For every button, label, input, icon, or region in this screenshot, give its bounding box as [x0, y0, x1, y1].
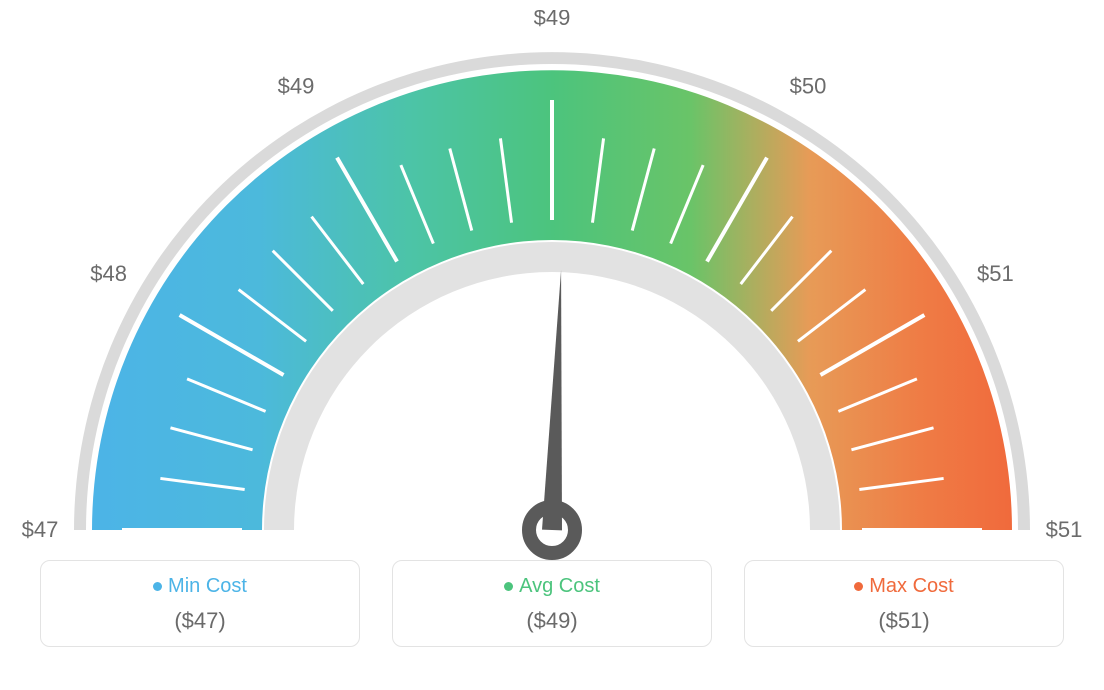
svg-text:$51: $51 [1046, 517, 1083, 542]
legend-label: Min Cost [168, 575, 247, 597]
dot-icon [153, 582, 162, 591]
svg-text:$49: $49 [278, 74, 315, 99]
svg-text:$51: $51 [977, 261, 1014, 286]
legend-card-max: Max Cost ($51) [744, 560, 1064, 647]
legend-card-avg: Avg Cost ($49) [392, 560, 712, 647]
legend-label: Max Cost [869, 575, 953, 597]
legend-label: Avg Cost [519, 575, 600, 597]
gauge-container: $47 $48 $49 $49 $50 $51 $51 [0, 0, 1104, 560]
legend-card-min: Min Cost ($47) [40, 560, 360, 647]
gauge-chart: $47 $48 $49 $49 $50 $51 $51 [0, 10, 1104, 570]
legend-title-max: Max Cost [755, 575, 1053, 598]
legend-title-avg: Avg Cost [403, 575, 701, 598]
dot-icon [504, 582, 513, 591]
legend-title-min: Min Cost [51, 575, 349, 598]
svg-text:$49: $49 [534, 10, 571, 30]
legend-value-avg: ($49) [403, 608, 701, 634]
svg-text:$48: $48 [90, 261, 127, 286]
legend-value-max: ($51) [755, 608, 1053, 634]
svg-text:$47: $47 [22, 517, 59, 542]
legend-row: Min Cost ($47) Avg Cost ($49) Max Cost (… [0, 560, 1104, 647]
dot-icon [854, 582, 863, 591]
legend-value-min: ($47) [51, 608, 349, 634]
svg-text:$50: $50 [790, 74, 827, 99]
